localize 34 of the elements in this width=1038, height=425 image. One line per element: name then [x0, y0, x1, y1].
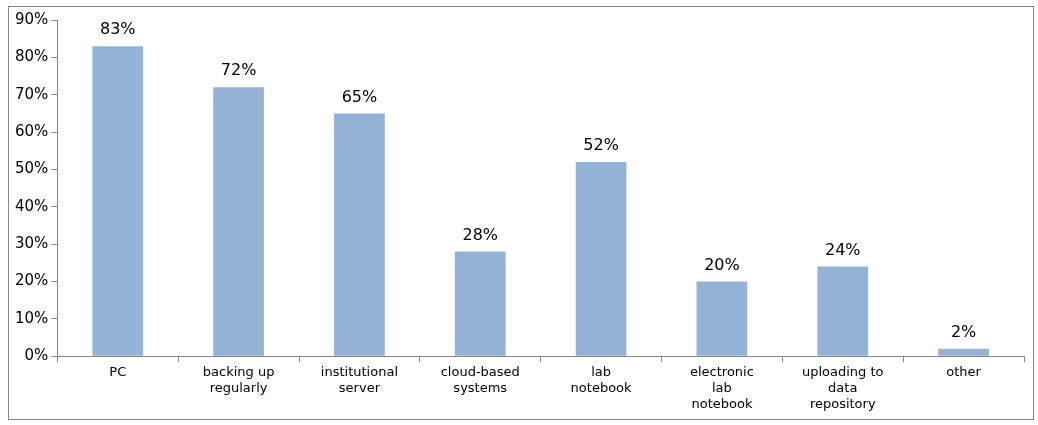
y-tick-label: 20%	[15, 271, 49, 290]
x-tick-label: cloud-based systems	[440, 364, 520, 395]
bar	[334, 113, 385, 356]
x-tick-label: institutional server	[320, 364, 398, 395]
y-tick-label: 40%	[15, 196, 49, 215]
bar	[454, 251, 506, 356]
x-tick-label: electronic lab notebook	[689, 364, 754, 411]
y-tick-label: 50%	[15, 159, 49, 178]
data-label: 28%	[462, 224, 499, 244]
data-label: 52%	[583, 135, 619, 155]
y-tick-label: 90%	[15, 9, 49, 28]
data-label: 20%	[704, 254, 740, 274]
bar	[575, 161, 627, 356]
bar	[213, 87, 264, 356]
bar	[696, 281, 748, 356]
x-tick-label: uploading to data repository	[801, 364, 884, 411]
y-tick-label: 30%	[15, 234, 49, 253]
x-tick-label: backing up regularly	[202, 364, 275, 395]
x-tick-label: other	[946, 364, 982, 380]
y-tick-label: 10%	[15, 308, 49, 327]
x-tick-label: PC	[109, 364, 127, 380]
y-tick-label: 0%	[24, 346, 49, 365]
y-tick-label: 60%	[15, 121, 49, 140]
bar	[817, 266, 869, 356]
data-label: 65%	[341, 86, 378, 106]
y-tick-label: 80%	[15, 47, 49, 66]
bar	[92, 46, 144, 356]
bar	[938, 348, 989, 356]
data-label: 83%	[99, 19, 136, 39]
y-tick-label: 70%	[15, 84, 49, 103]
data-label: 72%	[220, 60, 257, 80]
data-label: 24%	[824, 239, 861, 259]
data-label: 2%	[950, 321, 977, 341]
x-tick-label: lab notebook	[570, 364, 633, 395]
